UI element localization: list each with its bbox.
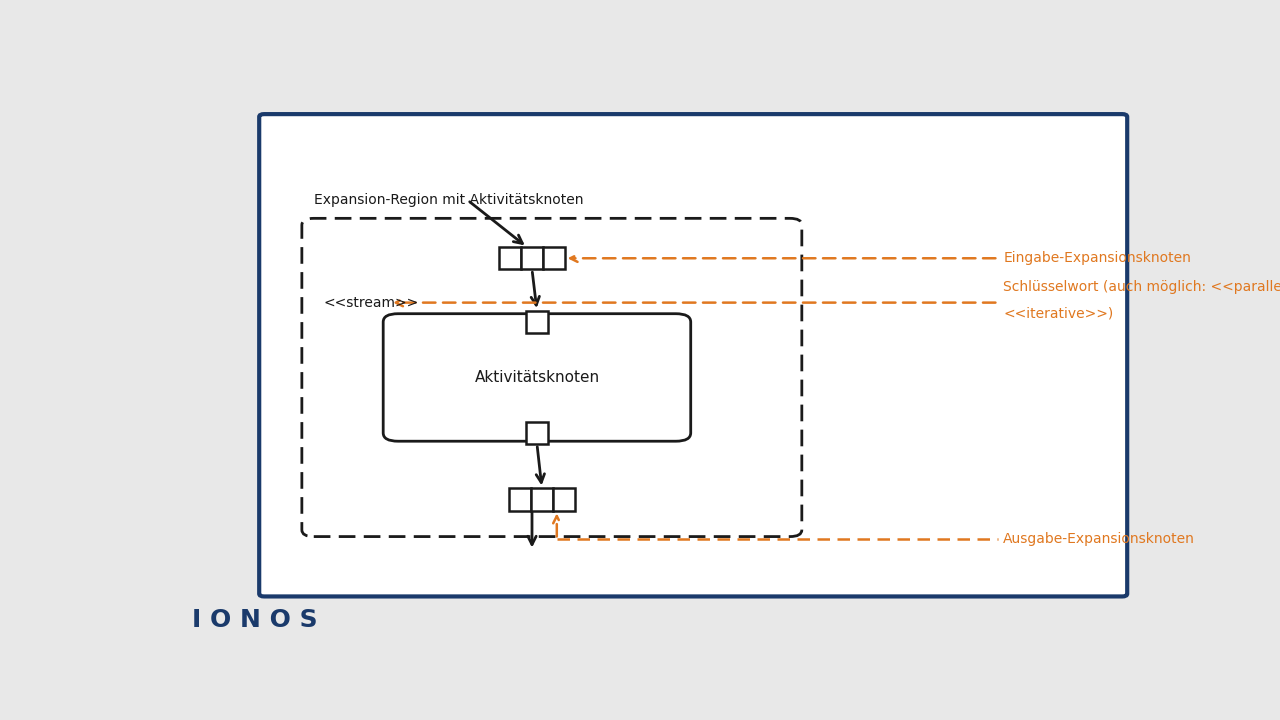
Text: Ausgabe-Expansionsknoten: Ausgabe-Expansionsknoten [1004,532,1196,546]
Text: I O N O S: I O N O S [192,608,317,631]
Text: Aktivitätsknoten: Aktivitätsknoten [475,370,599,385]
FancyBboxPatch shape [259,114,1128,596]
Bar [499,247,521,269]
Bar [553,488,575,510]
Bar [531,488,553,510]
Bar [526,311,548,333]
Text: Expansion-Region mit Aktivitätsknoten: Expansion-Region mit Aktivitätsknoten [314,193,584,207]
Bar [543,247,564,269]
Bar [526,422,548,444]
Bar [521,247,543,269]
Text: Schlüsselwort (auch möglich: <<parallel>>: Schlüsselwort (auch möglich: <<parallel>… [1004,280,1280,294]
Text: <<iterative>>): <<iterative>>) [1004,307,1114,320]
Bar [509,488,531,510]
Text: Eingabe-Expansionsknoten: Eingabe-Expansionsknoten [1004,251,1192,265]
Text: <<stream>>: <<stream>> [324,296,419,310]
FancyBboxPatch shape [383,314,691,441]
